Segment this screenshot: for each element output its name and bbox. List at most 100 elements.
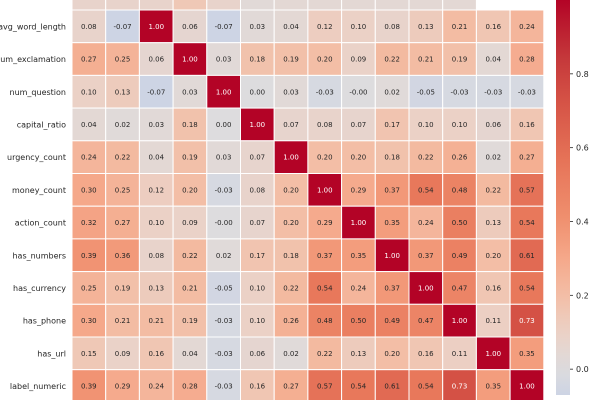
cell-value-label: 0.03 [148,121,164,129]
heatmap-cell [138,173,174,207]
heatmap-cell [475,205,511,240]
cell-value-label: 0.13 [115,88,131,96]
cell-value-label: 0.47 [418,317,434,325]
heatmap-cell [341,107,376,142]
heatmap-cell [206,42,242,76]
cell-value-label: 0.18 [182,121,198,129]
cell-value-label: 0.08 [317,121,333,129]
colorbar-tick-label: 0.2 [576,291,589,300]
cell-value-label: 0.22 [485,186,501,194]
cell-value-label: 0.54 [418,383,434,391]
cell-value-label: 0.27 [81,56,97,64]
cell-value-label: 0.17 [384,121,400,129]
colorbar-gradient [556,0,570,395]
cell-value-label: 0.07 [250,219,266,227]
heatmap-cell [71,74,107,109]
colorbar-tick-label: 0.4 [576,217,589,226]
heatmap-cell-partial [240,0,275,11]
cell-value-label: 0.19 [182,154,198,162]
cell-value-label: 0.32 [81,219,97,227]
heatmap-cell-partial [442,0,477,11]
cell-value-label: 0.03 [216,56,232,64]
heatmap-cell [307,107,343,142]
heatmap-cell [509,369,545,400]
heatmap-cell [307,336,343,371]
heatmap-cell [509,9,545,44]
cell-value-label: 0.20 [351,154,367,162]
heatmap-cell [307,173,343,207]
cell-value-label: 0.00 [216,121,232,129]
heatmap-cell [138,74,174,109]
heatmap-cell [206,238,242,273]
cell-value-label: -0.03 [484,88,502,96]
cell-value-label: 0.24 [81,154,97,162]
cell-value-label: 0.21 [182,284,198,292]
cell-value-label: -0.05 [417,88,435,96]
cell-value-label: 0.10 [250,284,266,292]
cell-value-label: 0.37 [384,284,400,292]
row-label: has_currency [13,284,66,293]
cell-value-label: 0.50 [351,317,367,325]
cell-value-label: 0.19 [115,284,131,292]
cell-value-label: 0.24 [351,284,367,292]
cell-value-label: 0.08 [81,23,97,31]
cell-value-label: 1.00 [182,56,198,64]
heatmap-cell-partial [206,0,242,11]
colorbar-tick-label: 0.8 [576,70,589,79]
cell-value-label: 0.27 [115,219,131,227]
cell-value-label: 0.25 [81,284,97,292]
cell-value-label: 0.22 [418,154,434,162]
row-label: urgency_count [7,153,66,162]
heatmap-cell [240,9,275,44]
heatmap-cell-partial [138,0,174,11]
cell-value-label: 0.24 [519,23,535,31]
heatmap-cell [105,9,140,44]
heatmap-cell [105,42,140,76]
cell-value-label: 0.06 [485,121,501,129]
heatmap-cell [475,303,511,338]
cell-value-label: 0.10 [418,121,434,129]
row-label: capital_ratio [17,120,66,129]
cell-value-label: -0.00 [349,88,367,96]
cell-value-label: 0.24 [418,219,434,227]
cell-value-label: 0.20 [317,154,333,162]
cell-value-label: 0.35 [519,350,535,358]
cell-value-label: 0.48 [452,186,468,194]
cell-value-label: 0.12 [317,23,333,31]
heatmap-cell [71,205,107,240]
cell-value-label: 0.07 [250,154,266,162]
heatmap-cell-partial [105,0,140,11]
cell-value-label: 0.25 [115,186,131,194]
heatmap-cell [240,238,275,273]
cell-value-label: 0.10 [81,88,97,96]
cell-value-label: 0.20 [182,186,198,194]
cell-value-label: 0.13 [351,350,367,358]
cell-value-label: 1.00 [148,23,164,31]
heatmap-cell [273,107,309,142]
heatmap-cell [172,238,208,273]
cell-value-label: 0.20 [485,252,501,260]
cell-value-label: 0.03 [283,88,299,96]
cell-value-label: 0.08 [250,186,266,194]
heatmap-cell [475,42,511,76]
heatmap-cell [105,369,140,400]
heatmap-cell [307,303,343,338]
heatmap-cell [172,205,208,240]
cell-value-label: 0.28 [519,56,535,64]
heatmap-cell [240,173,275,207]
heatmap-cell [307,9,343,44]
heatmap-cell [341,336,376,371]
cell-value-label: 1.00 [485,350,501,358]
cell-value-label: 0.20 [384,350,400,358]
cell-value-label: 0.22 [115,154,131,162]
heatmap-cell [408,336,444,371]
heatmap-cell [341,42,376,76]
heatmap-cell-partial [341,0,376,11]
cell-value-label: 0.16 [485,284,501,292]
cell-value-label: 0.08 [148,252,164,260]
cell-value-label: 0.00 [250,88,266,96]
cell-value-label: -0.03 [450,88,468,96]
cell-value-label: 0.25 [115,56,131,64]
heatmap-cell [273,205,309,240]
heatmap-cell [341,271,376,305]
